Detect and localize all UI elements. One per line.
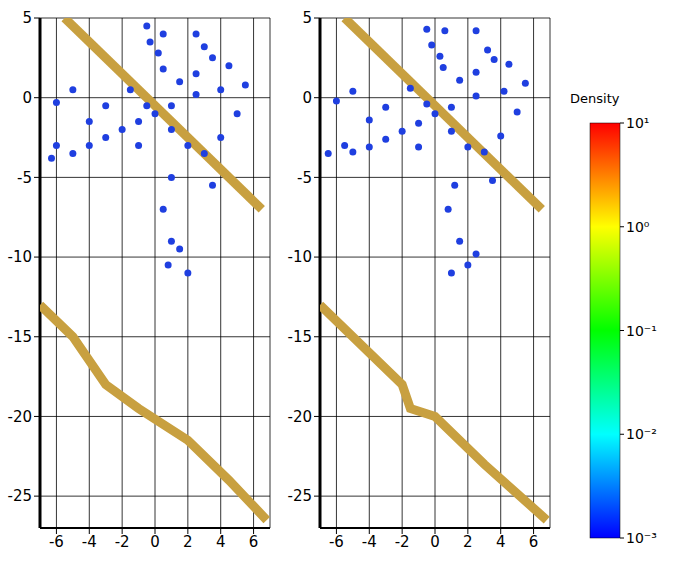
svg-text:-2: -2 [395,533,410,551]
svg-text:0: 0 [150,533,160,551]
svg-text:-10: -10 [288,248,313,266]
svg-text:-25: -25 [288,487,313,505]
svg-text:2: 2 [183,533,193,551]
svg-text:0: 0 [430,533,440,551]
svg-text:2: 2 [463,533,473,551]
svg-text:4: 4 [496,533,506,551]
svg-text:10⁰: 10⁰ [626,219,650,235]
svg-text:5: 5 [22,9,32,27]
svg-text:10¹: 10¹ [626,115,649,131]
svg-text:-15: -15 [8,328,33,346]
svg-text:-2: -2 [115,533,130,551]
svg-text:-6: -6 [49,533,64,551]
svg-text:-25: -25 [8,487,33,505]
svg-text:-20: -20 [8,408,33,426]
svg-text:-20: -20 [288,408,313,426]
svg-text:-5: -5 [17,169,32,187]
svg-text:10⁻¹: 10⁻¹ [626,323,657,339]
svg-text:-6: -6 [329,533,344,551]
svg-text:-4: -4 [82,533,97,551]
svg-text:-5: -5 [297,169,312,187]
svg-text:6: 6 [529,533,539,551]
svg-text:-10: -10 [8,248,33,266]
svg-text:4: 4 [216,533,226,551]
svg-text:6: 6 [249,533,259,551]
svg-text:0: 0 [302,89,312,107]
svg-text:5: 5 [302,9,312,27]
svg-text:-15: -15 [288,328,313,346]
svg-text:10⁻³: 10⁻³ [626,530,657,546]
svg-text:10⁻²: 10⁻² [626,426,657,442]
svg-text:-4: -4 [362,533,377,551]
svg-text:Density: Density [570,91,620,106]
svg-text:0: 0 [22,89,32,107]
